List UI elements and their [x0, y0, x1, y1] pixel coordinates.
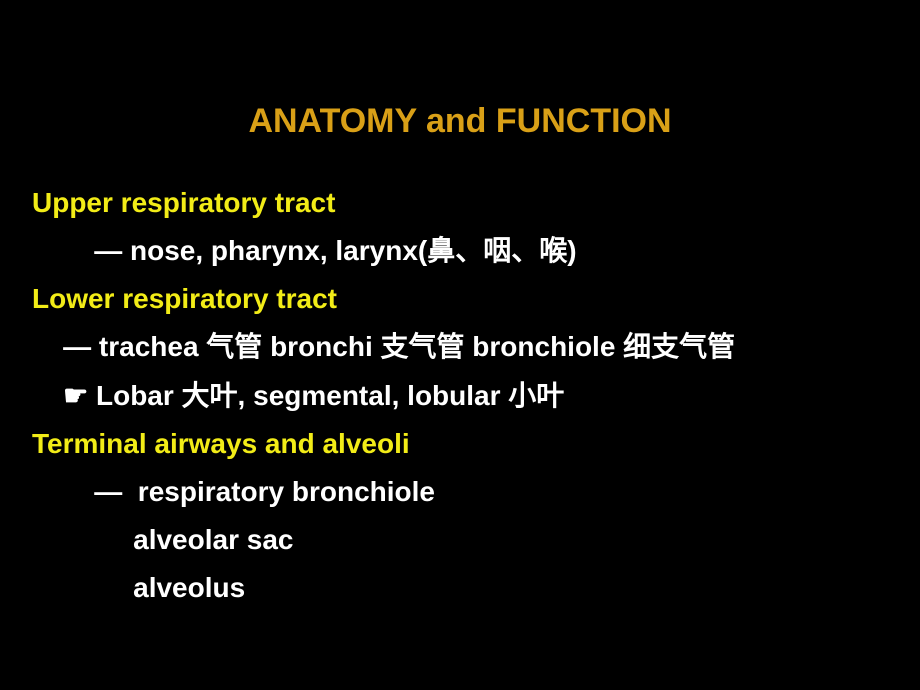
body-lower-items-2: ☛ Lobar 大叶, segmental, lobular 小叶 [32, 372, 920, 420]
slide-container: ANATOMY and FUNCTION Upper respiratory t… [0, 0, 920, 690]
body-terminal-3: alveolus [32, 564, 920, 612]
heading-lower: Lower respiratory tract [32, 275, 920, 323]
body-terminal-2: alveolar sac [32, 516, 920, 564]
slide-title: ANATOMY and FUNCTION [0, 102, 920, 141]
heading-terminal: Terminal airways and alveoli [32, 420, 920, 468]
slide-content: Upper respiratory tract — nose, pharynx,… [0, 179, 920, 612]
body-lower-items-1: — trachea 气管 bronchi 支气管 bronchiole 细支气管 [32, 323, 920, 371]
heading-upper: Upper respiratory tract [32, 179, 920, 227]
body-terminal-1: — respiratory bronchiole [32, 468, 920, 516]
body-upper-items: — nose, pharynx, larynx(鼻、咽、喉) [32, 227, 920, 275]
